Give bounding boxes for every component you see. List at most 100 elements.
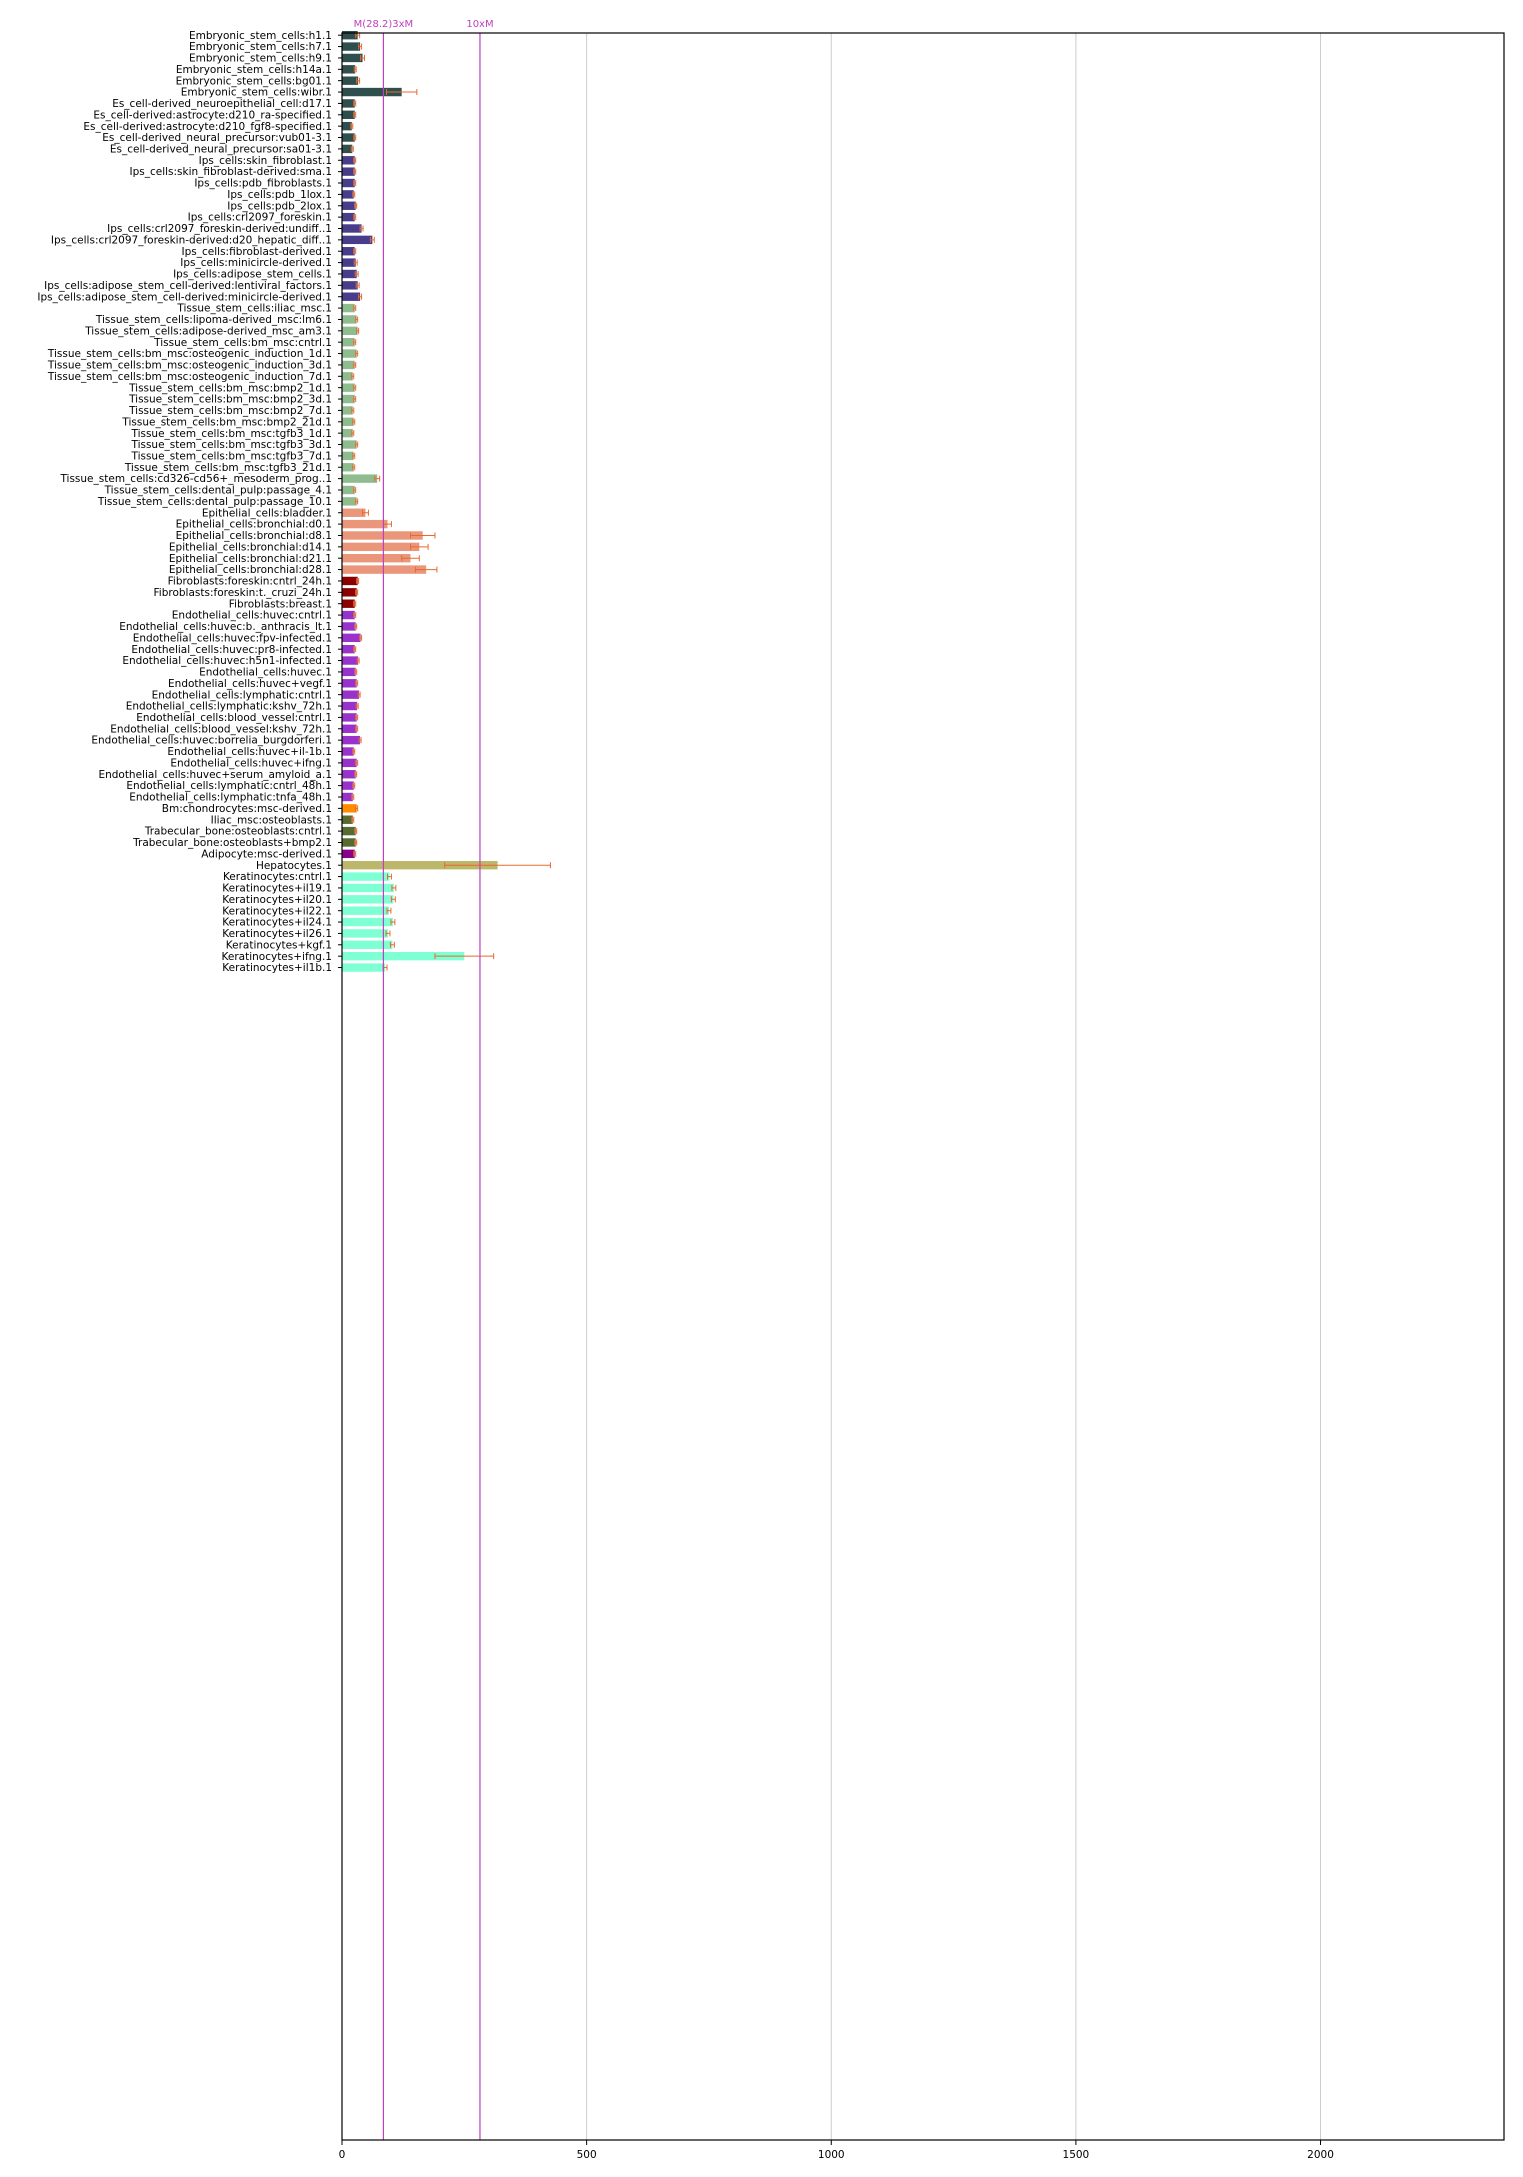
bar-label: Embryonic_stem_cells:h1.1 [189,30,332,42]
bar-label: Endothelial_cells:huvec+ifng.1 [170,757,332,769]
bar-label: Ips_cells:skin_fibroblast-derived:sma.1 [130,166,333,178]
bar-label: Embryonic_stem_cells:wibr.1 [181,87,332,99]
bar [342,804,357,813]
bar [342,224,362,233]
bar [342,212,355,222]
bar [342,770,356,779]
bar-label: Embryonic_stem_cells:h9.1 [189,53,332,65]
bar-label: Endothelial_cells:huvec:h5n1-infected.1 [122,655,332,667]
bar [342,463,354,472]
bar [342,349,357,358]
bar-label: Tissue_stem_cells:bm_msc:tgfb3_3d.1 [130,439,332,451]
bar-label: Tissue_stem_cells:bm_msc:bmp2_3d.1 [128,394,332,406]
bar-label: Tissue_stem_cells:bm_msc:bmp2_1d.1 [128,382,332,394]
bar-label: Endothelial_cells:huvec:borrelia_burgdor… [91,735,332,747]
bar [342,940,393,949]
bar [342,178,355,188]
bar-label: Endothelial_cells:huvec+il-1b.1 [167,746,332,758]
bar [342,337,355,347]
bar [342,474,378,483]
bar [342,849,355,859]
bar-label: Endothelial_cells:lymphatic:tnfa_48h.1 [129,792,332,804]
bar-label: Tissue_stem_cells:bm_msc:osteogenic_indu… [47,371,332,383]
bar [342,247,355,256]
bar [342,883,394,893]
bar-label: Bm:chondrocytes:msc-derived.1 [162,803,332,815]
bar [342,42,361,51]
bar [342,383,355,392]
bar-label: Ips_cells:crl2097_foreskin.1 [188,212,332,224]
bar [342,190,354,199]
bar-label: Tissue_stem_cells:bm_msc:tgfb3_21d.1 [124,462,332,474]
bar-label: Ips_cells:adipose_stem_cell-derived:mini… [37,291,332,303]
bar-label: Epithelial_cells:bladder.1 [202,507,332,519]
bar [342,701,358,711]
bar [342,656,359,665]
bar-label: Fibroblasts:foreskin:t._cruzi_24h.1 [154,587,332,599]
bar-label: Keratinocytes+il1b.1 [222,962,332,974]
bar-label: Es_cell-derived_neuroepithelial_cell:d17… [112,98,332,110]
bar [342,76,359,85]
bar [342,156,355,165]
x-tick-label: 500 [577,2149,597,2161]
bar-label: Tissue_stem_cells:adipose-derived_msc_am… [84,325,332,337]
bar [342,531,423,540]
bar [342,951,465,961]
bar [342,599,355,608]
bar [342,508,366,517]
bar-label: Endothelial_cells:lymphatic:kshv_72h.1 [126,701,332,713]
bar-label: Embryonic_stem_cells:h7.1 [189,41,332,53]
bar-label: Tissue_stem_cells:cd326-cd56+_mesoderm_p… [59,473,332,485]
bar [342,781,354,790]
bar-label: Tissue_stem_cells:bm_msc:osteogenic_indu… [47,360,332,372]
bar-label: Epithelial_cells:bronchial:d0.1 [176,519,332,531]
reference-line-label: M(28.2)3xM [354,19,414,30]
bar-label: Tissue_stem_cells:dental_pulp:passage_4.… [104,485,332,497]
bar [342,440,357,449]
bar-label: Ips_cells:minicircle-derived.1 [180,257,332,269]
bar [342,394,355,404]
bar-label: Es_cell-derived:astrocyte:d210_fgf8-spec… [83,121,332,133]
bar [342,281,358,290]
bar-label: Endothelial_cells:blood_vessel:cntrl.1 [136,712,332,724]
bar-label: Ips_cells:pdb_2lox.1 [227,200,332,212]
bar [342,895,394,904]
bar [342,53,363,63]
bar-label: Ips_cells:pdb_fibroblasts.1 [194,178,332,190]
bar [342,31,358,40]
bar-label: Tissue_stem_cells:bm_msc:bmp2_7d.1 [128,405,332,417]
bar [342,451,354,461]
bar-label: Hepatocytes.1 [256,860,332,872]
x-tick-label: 1500 [1063,2149,1090,2161]
bar [342,724,357,733]
bar-label: Tissue_stem_cells:lipoma-derived_msc:lm6… [95,314,332,326]
bar [342,929,388,938]
bar-label: Endothelial_cells:huvec+serum_amyloid_a.… [98,769,332,781]
bar-label: Keratinocytes+il19.1 [222,883,332,895]
bar-label: Endothelial_cells:huvec:cntrl.1 [172,610,332,622]
bar-label: Fibroblasts:foreskin:cntrl_24h.1 [168,576,332,588]
bar-label: Endothelial_cells:lymphatic:cntrl.1 [152,689,332,701]
bar-label: Keratinocytes+il24.1 [222,917,332,929]
bar [342,497,357,506]
bar [342,622,356,631]
bar [342,417,354,426]
bar [342,667,356,677]
bar-label: Epithelial_cells:bronchial:d14.1 [169,541,332,553]
bar [342,110,355,119]
bar [342,906,389,915]
bar-label: Fibroblasts:breast.1 [229,598,332,610]
bar-label: Trabecular_bone:osteoblasts:cntrl.1 [144,826,332,838]
plot-frame [341,32,1505,2141]
bar-label: Endothelial_cells:huvec:pr8-infected.1 [131,644,332,656]
bar-label: Trabecular_bone:osteoblasts+bmp2.1 [132,837,332,849]
bar [342,372,353,381]
bar [342,815,353,824]
bar [342,326,358,336]
bar [342,428,353,438]
bar-label: Endothelial_cells:lymphatic:cntrl_48h.1 [126,780,332,792]
bar [342,269,357,279]
bar-label: Ips_cells:pdb_1lox.1 [227,189,332,201]
bar [342,406,353,415]
